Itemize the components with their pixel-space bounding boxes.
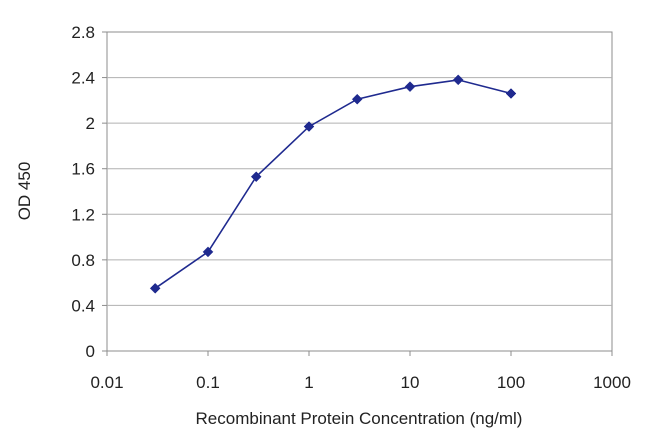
y-tick-label: 0.4 — [71, 296, 95, 315]
y-tick-label: 0 — [86, 342, 95, 361]
series-layer — [149, 74, 517, 294]
data-point-marker — [303, 121, 315, 132]
x-axis-ticks: 0.01 0.1 1 10 100 1000 — [90, 351, 631, 392]
data-point-marker — [202, 246, 214, 258]
x-tick-label: 10 — [401, 373, 420, 392]
data-point-marker — [149, 282, 161, 294]
data-point-marker — [505, 88, 517, 99]
data-point-marker — [250, 171, 262, 183]
x-tick-label: 1000 — [593, 373, 631, 392]
x-tick-label: 1 — [304, 373, 313, 392]
gridlines — [107, 77, 612, 306]
y-tick-label: 1.2 — [71, 205, 95, 224]
y-axis-ticks: 0 0.4 0.8 1.2 1.6 2 2.4 2.8 — [71, 23, 107, 361]
data-point-marker — [452, 74, 464, 86]
data-point-marker — [404, 81, 416, 93]
y-tick-label: 2.4 — [71, 69, 95, 88]
x-tick-label: 100 — [497, 373, 525, 392]
plot-area — [106, 31, 613, 352]
data-point-marker — [351, 93, 363, 105]
x-tick-label: 0.01 — [90, 373, 123, 392]
series-line — [154, 79, 512, 289]
y-tick-label: 1.6 — [71, 160, 95, 179]
y-tick-label: 2 — [86, 114, 95, 133]
y-tick-label: 2.8 — [71, 23, 95, 42]
y-tick-label: 0.8 — [71, 251, 95, 270]
x-tick-label: 0.1 — [196, 373, 220, 392]
x-axis-title: Recombinant Protein Concentration (ng/ml… — [196, 409, 523, 428]
y-axis-title: OD 450 — [15, 162, 34, 221]
